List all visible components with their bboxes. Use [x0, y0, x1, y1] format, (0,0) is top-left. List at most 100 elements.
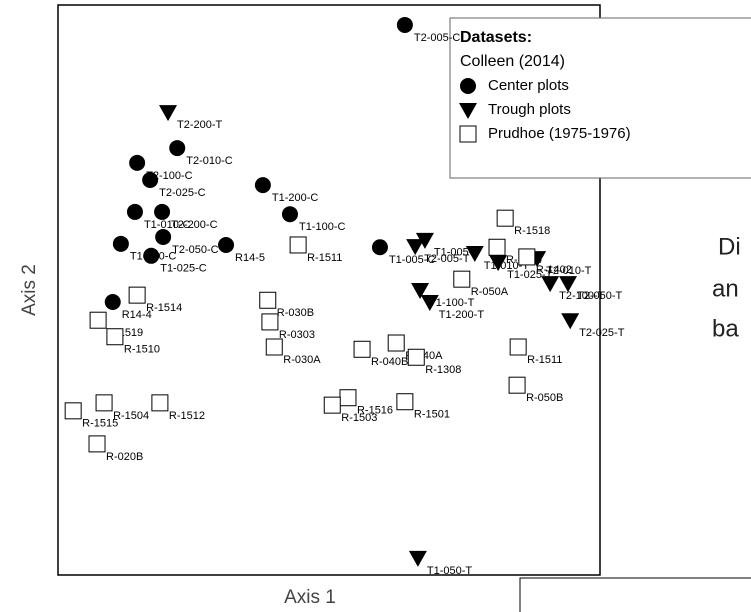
point — [265, 338, 283, 356]
point-label: R-050A — [471, 286, 509, 298]
point-label: T1-100-C — [299, 221, 346, 233]
point — [509, 338, 527, 356]
point — [459, 125, 477, 143]
point-label: R-020B — [106, 451, 143, 463]
point-label: T1-005-C — [389, 254, 436, 266]
point — [128, 286, 146, 304]
point — [396, 393, 414, 411]
point-label: T2-200-T — [177, 119, 223, 131]
slide-box — [519, 577, 751, 612]
point-label: T1-200-T — [439, 309, 485, 321]
point — [420, 294, 439, 311]
point-label: T1-025-T — [507, 269, 553, 281]
slide-text: ba — [712, 315, 739, 342]
point — [406, 239, 425, 256]
point-label: T2-025-T — [579, 327, 625, 339]
point — [95, 394, 113, 412]
point — [169, 140, 186, 157]
point-label: R-1511 — [527, 354, 562, 366]
point-label: T2-200-C — [171, 219, 218, 231]
point-label: R-1514 — [146, 302, 182, 314]
point-label: R14-4 — [122, 309, 152, 321]
point — [106, 328, 124, 346]
point-label: T1-025-C — [160, 263, 207, 275]
point — [104, 293, 121, 310]
point-label: R-040B — [371, 356, 408, 368]
point-label: R-1511 — [307, 252, 342, 264]
point — [254, 177, 271, 194]
point — [88, 435, 106, 453]
point — [261, 313, 279, 331]
point — [112, 235, 129, 252]
point-label: T1-010-C — [144, 219, 191, 231]
point — [64, 402, 82, 420]
point — [518, 248, 536, 266]
point — [129, 154, 146, 171]
legend-label: Center plots — [488, 77, 569, 94]
point — [408, 550, 427, 567]
point — [459, 103, 477, 119]
point-label: R-1516 — [357, 405, 393, 417]
point-label: R-1512 — [169, 410, 205, 422]
point-label: T2-100-T — [559, 290, 605, 302]
point-label: T1-100-T — [429, 297, 475, 309]
legend-title: Datasets: — [460, 29, 532, 46]
point — [259, 291, 277, 309]
point — [155, 228, 172, 245]
point — [143, 247, 160, 264]
point-label: T2-005-C — [414, 32, 461, 44]
point-label: T2-025-C — [159, 187, 206, 199]
point — [353, 340, 371, 358]
point — [89, 311, 107, 329]
point-label: R-0303 — [279, 329, 315, 341]
point — [126, 203, 143, 220]
point-label: R-1510 — [124, 344, 160, 356]
point-label: R-1402 — [536, 264, 572, 276]
point-label: R-1518 — [514, 225, 550, 237]
point-label: T2-010-T — [546, 265, 592, 277]
point — [289, 236, 307, 254]
point — [159, 105, 178, 122]
point — [218, 236, 235, 253]
point — [142, 171, 159, 188]
point — [154, 203, 171, 220]
point — [465, 245, 484, 262]
y-axis-label: Axis 2 — [19, 264, 40, 316]
point-label: R-1308 — [425, 364, 461, 376]
point — [407, 348, 425, 366]
point — [489, 255, 508, 272]
point-label: R-050B — [526, 392, 563, 404]
point-label: R-030A — [283, 354, 321, 366]
point — [323, 396, 341, 414]
point — [488, 238, 506, 256]
point — [559, 276, 578, 293]
point — [281, 206, 298, 223]
point-label: R-1501 — [414, 409, 450, 421]
point — [396, 16, 413, 33]
point — [151, 394, 169, 412]
point-label: T2-010-C — [186, 155, 233, 167]
point — [453, 270, 471, 288]
legend-label: Trough plots — [488, 101, 571, 118]
point — [460, 78, 476, 94]
legend-box — [449, 17, 751, 179]
point — [411, 283, 430, 299]
point-label: R14-5 — [235, 252, 265, 264]
legend-subtitle: Colleen (2014) — [460, 53, 565, 70]
point — [508, 376, 526, 394]
point-label: R-1504 — [113, 410, 149, 422]
point-label: R-030B — [277, 307, 314, 319]
point-label: T1-200-C — [272, 192, 319, 204]
point — [541, 276, 560, 293]
point-label: T1-050-T — [427, 565, 473, 577]
legend-label: Prudhoe (1975-1976) — [488, 125, 631, 142]
point-label: R-1503 — [341, 412, 377, 424]
point-label: R-1515 — [82, 418, 118, 430]
point — [371, 239, 388, 256]
point-label: T2-005-T — [424, 253, 470, 265]
point — [561, 313, 580, 330]
point — [415, 232, 434, 249]
point — [496, 209, 514, 227]
